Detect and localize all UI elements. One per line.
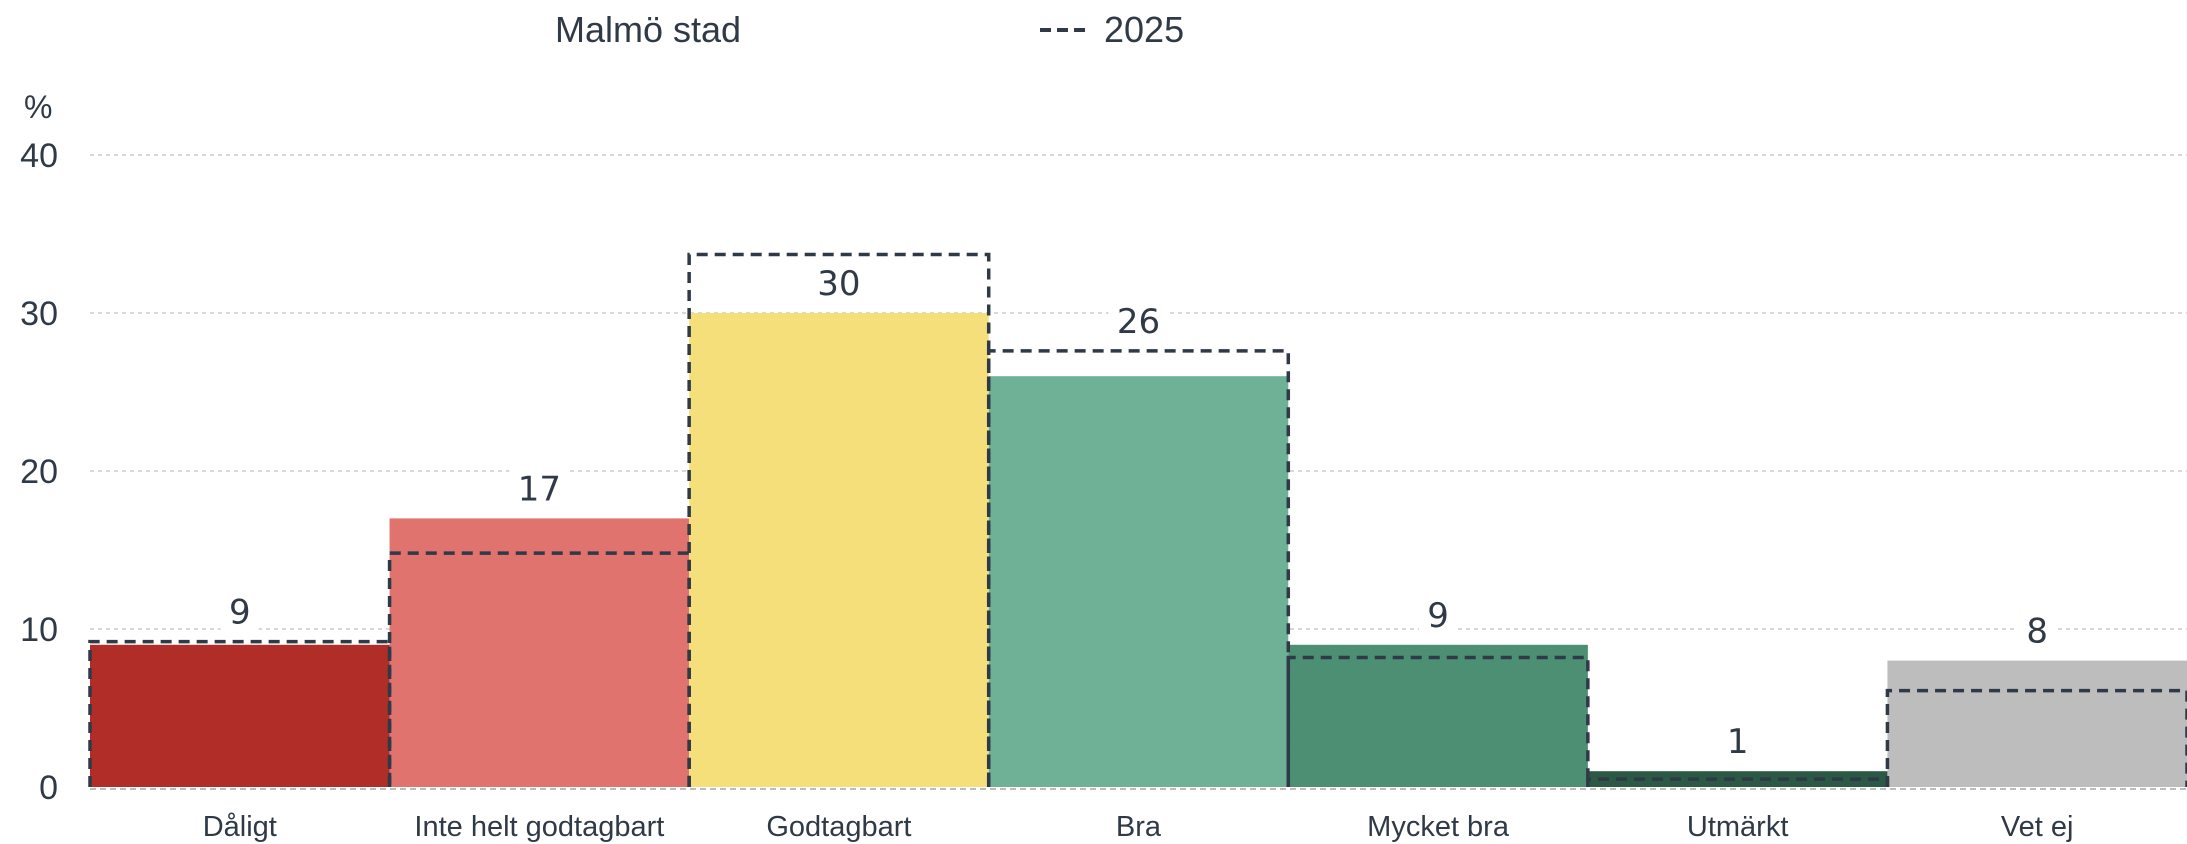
data-label-background — [1108, 300, 1169, 341]
y-tick-label: 10 — [20, 611, 58, 649]
comparison-outlines — [88, 252, 2187, 787]
data-label-background — [220, 591, 259, 632]
comparison-outline — [687, 252, 991, 787]
bar — [689, 313, 989, 787]
x-category-label: Inte helt godtagbart — [414, 811, 664, 843]
bar — [1587, 771, 1888, 787]
y-tick-label: 0 — [39, 769, 58, 807]
data-label-background — [808, 263, 869, 303]
y-tick-label: 40 — [20, 137, 58, 175]
bar — [1288, 644, 1588, 787]
legend-label-malmo-stad: Malmö stad — [555, 9, 741, 50]
data-label-background — [509, 468, 570, 509]
y-tick-label: 20 — [20, 453, 58, 491]
data-label: 30 — [817, 264, 860, 304]
data-label: 1 — [1727, 722, 1749, 762]
bar — [1887, 660, 2187, 787]
data-label: 9 — [1427, 596, 1449, 636]
legend-label-2025: 2025 — [1104, 9, 1184, 50]
data-label: 17 — [518, 469, 561, 509]
bars — [90, 313, 2187, 787]
bar — [90, 644, 390, 787]
comparison-outline — [986, 349, 1291, 787]
x-category-label: Vet ej — [2001, 811, 2074, 843]
comparison-outline — [88, 639, 392, 787]
y-tick-label: 30 — [20, 295, 58, 333]
bar — [988, 376, 1289, 787]
x-category-label: Godtagbart — [766, 811, 911, 843]
x-category-label: Dåligt — [203, 811, 277, 843]
comparison-outline — [1286, 655, 1590, 787]
data-label-background — [1419, 594, 1458, 635]
x-category-label: Utmärkt — [1687, 811, 1789, 843]
data-label: 9 — [229, 593, 251, 633]
data-label: 8 — [2026, 612, 2048, 652]
x-category-label: Mycket bra — [1367, 811, 1510, 843]
x-category-label: Bra — [1116, 811, 1162, 843]
bar — [389, 518, 690, 787]
data-label-background — [2018, 610, 2057, 651]
legend: Malmö stad 2025 — [555, 9, 1184, 50]
labels: 0 10 20 30 40 Dåligt 9 Inte helt godtagbart 17 Go… — [20, 137, 2073, 843]
data-label-background — [1718, 721, 1757, 762]
y-axis-unit: % — [24, 89, 52, 125]
data-label: 26 — [1117, 302, 1160, 342]
